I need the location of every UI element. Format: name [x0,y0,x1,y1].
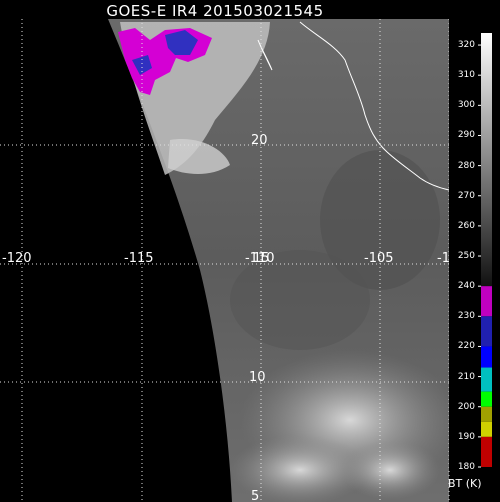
colorbar-tick-label: 240 [457,281,475,292]
colorbar-color-band [481,346,492,368]
colorbar-color-band [481,316,492,347]
very-cold-cloud-top [165,30,198,55]
colorbar-tick-label: 180 [457,462,475,472]
colorbar-tick-label: 220 [457,341,475,352]
colorbar-tick-label: 280 [457,160,475,171]
colorbar-color-band [481,391,492,407]
colorbar-tick-label: 190 [457,431,475,442]
colorbar-tick-label: 260 [457,220,475,231]
colorbar-tick-label: 250 [457,251,475,262]
colorbar-legend [449,19,500,471]
baja-coastline [257,39,273,71]
colorbar-units: BT (K) [448,477,482,490]
colorbar-tick-label: 210 [457,371,475,382]
coastline [299,21,450,191]
latitude-label: 15 [253,251,270,266]
longitude-label: -115 [124,251,154,266]
colorbar-tick-label: 310 [457,70,475,81]
longitude-label: -105 [364,251,394,266]
very-cold-cloud-top [132,55,152,75]
longitude-label: -110 [245,251,275,266]
colorbar-color-band [481,436,492,467]
colorbar-color-band [481,286,492,317]
longitude-label: -120 [2,251,32,266]
latitude-label: 20 [251,133,268,148]
latitude-label: 5 [251,489,260,502]
colorbar-tick-label: 300 [457,100,475,111]
longitude-label: -1 [437,251,450,266]
southern-convection [340,440,440,500]
colorbar-tick-label: 290 [457,130,475,141]
latitude-label: 10 [249,370,266,385]
colorbar-tick-label: 230 [457,311,475,322]
colorbar-tick-label: 200 [457,401,475,412]
colorbar-color-band [481,406,492,422]
colorbar-tick-label: 270 [457,190,475,201]
colorbar-tick-label: 320 [457,40,475,51]
image-title: GOES-E IR4 201503021545 [106,2,324,20]
cloud-patch [168,139,230,174]
colorbar-color-band [481,421,492,437]
colorbar-color-band [481,367,492,392]
dark-ocean-region [230,250,370,350]
colorbar [478,33,492,468]
southern-convection [230,435,370,502]
colorbar-gray-segment [481,33,492,287]
